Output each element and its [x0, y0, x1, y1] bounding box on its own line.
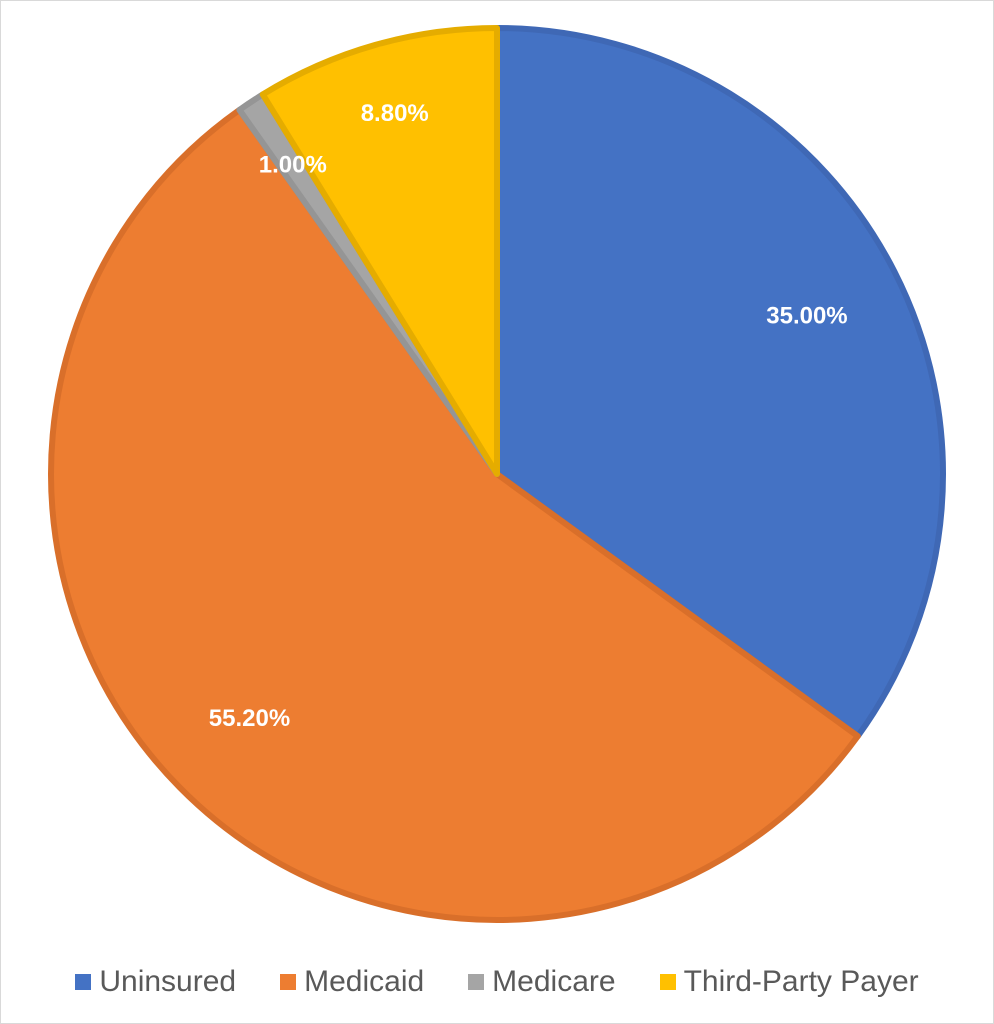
pie-slice-third-party-payer — [259, 25, 500, 477]
legend-item-uninsured: Uninsured — [75, 965, 236, 999]
pie-data-labels: 35.00% 55.20% 1.00% 8.80% — [209, 100, 848, 732]
legend-label-uninsured: Uninsured — [99, 965, 237, 998]
legend-item-medicaid: Medicaid — [280, 965, 424, 999]
legend-item-medicare: Medicare — [468, 965, 616, 999]
legend-swatch-third-party-payer — [659, 974, 676, 990]
pie-slices — [48, 25, 946, 923]
legend-label-third-party-payer: Third-Party Payer — [683, 965, 919, 998]
legend-swatch-uninsured — [75, 974, 92, 990]
data-label-uninsured: 35.00% — [766, 303, 847, 330]
pie-chart: 35.00% 55.20% 1.00% 8.80% — [48, 25, 946, 923]
pie-slice-medicaid — [48, 106, 861, 923]
legend-label-medicaid: Medicaid — [304, 965, 425, 998]
data-label-medicaid: 55.20% — [209, 705, 290, 732]
legend-label-medicare: Medicare — [492, 965, 616, 998]
legend-item-third-party-payer: Third-Party Payer — [659, 965, 919, 999]
data-label-medicare: 1.00% — [259, 152, 327, 179]
legend-swatch-medicaid — [280, 974, 297, 990]
legend-swatch-medicare — [468, 974, 485, 990]
data-label-third-party-payer: 8.80% — [361, 100, 429, 127]
legend: Uninsured Medicaid Medicare Third-Party … — [0, 962, 994, 1002]
pie-slice-uninsured — [494, 25, 946, 740]
